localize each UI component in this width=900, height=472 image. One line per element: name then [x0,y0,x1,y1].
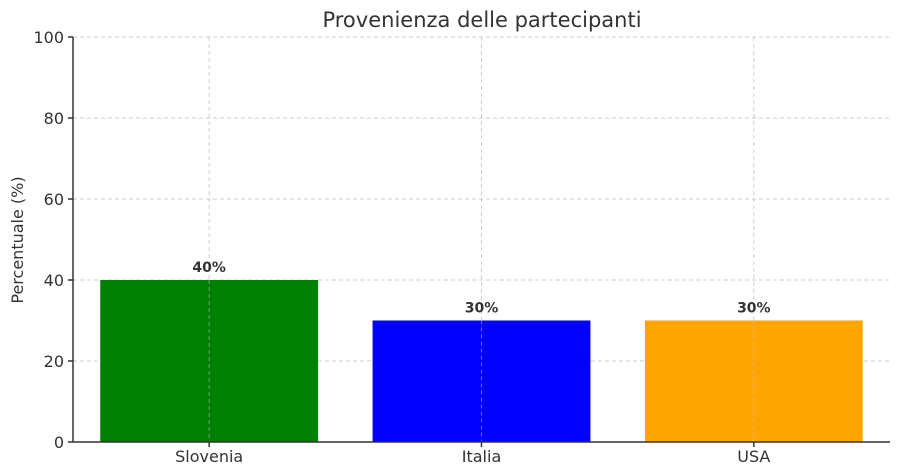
y-tick-label-40: 40 [44,271,64,290]
y-axis-label: Percentuale (%) [8,176,27,303]
y-tick-label-20: 20 [44,352,64,371]
value-label-italia: 30% [465,301,499,317]
y-tick-label-60: 60 [44,190,64,209]
bar-italia [372,320,591,442]
y-tick-label-0: 0 [54,433,64,452]
chart-title: Provenienza delle partecipanti [322,8,641,32]
x-tick-label-slovenia: Slovenia [175,447,243,466]
value-label-slovenia: 40% [192,260,226,276]
bar-usa [644,320,863,442]
value-label-usa: 30% [737,301,771,317]
value-labels: 40% 30% 30% [192,260,770,317]
tick-labels: 0 20 40 60 80 100 Slovenia Italia USA [33,28,770,466]
axes [68,36,890,447]
x-tick-label-italia: Italia [462,447,502,466]
y-tick-label-80: 80 [44,109,64,128]
y-tick-label-100: 100 [33,28,64,47]
x-tick-label-usa: USA [737,447,770,466]
